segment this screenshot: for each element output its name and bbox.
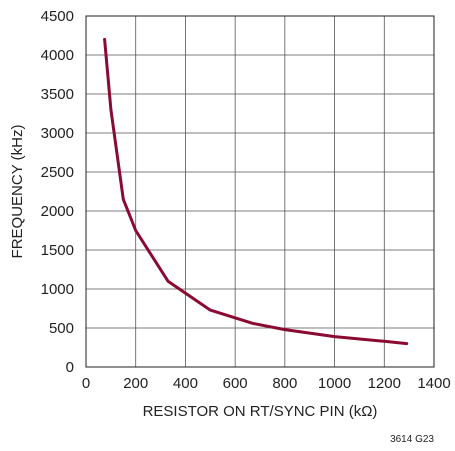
grid	[85, 15, 435, 368]
x-tick-label: 1400	[417, 375, 450, 392]
plot-frame	[85, 15, 435, 368]
y-tick-label: 1000	[41, 281, 74, 298]
y-tick-label: 0	[66, 359, 74, 376]
y-tick-label: 3500	[41, 86, 74, 103]
y-tick-label: 2500	[41, 164, 74, 181]
x-tick-label: 800	[272, 375, 297, 392]
x-tick-label: 400	[173, 375, 198, 392]
series-line	[103, 37, 409, 346]
y-tick-label: 2000	[41, 203, 74, 220]
series-layer	[103, 37, 409, 346]
y-tick-label: 4000	[41, 47, 74, 64]
x-tick-label: 200	[123, 375, 148, 392]
y-tick-label: 3000	[41, 125, 74, 142]
y-tick-label: 4500	[41, 8, 74, 25]
tick-labels: 0 200 400 600 800 1000 1200 1400 0 500 1000 1500 200…	[41, 8, 451, 392]
x-tick-label: 1000	[318, 375, 351, 392]
y-tick-label: 500	[49, 320, 74, 337]
y-tick-label: 1500	[41, 242, 74, 259]
y-axis-label: FREQUENCY (kHz)	[9, 125, 26, 259]
x-tick-label: 600	[223, 375, 248, 392]
x-axis-label: RESISTOR ON RT/SYNC PIN (kΩ)	[143, 403, 378, 420]
x-tick-label: 1200	[368, 375, 401, 392]
x-tick-label: 0	[82, 375, 90, 392]
figure-id: 3614 G23	[390, 434, 434, 445]
